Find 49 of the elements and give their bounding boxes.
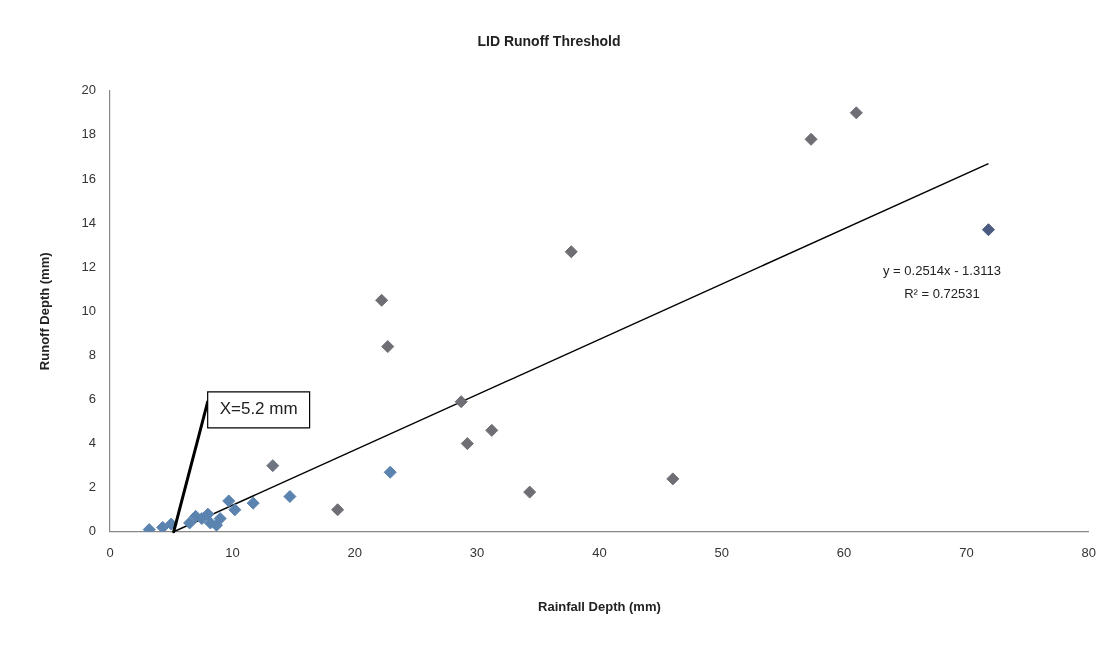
y-tick-label: 4 (88, 435, 97, 451)
y-tick-label: 18 (81, 126, 97, 142)
x-tick-label: 40 (592, 545, 607, 561)
point (485, 423, 499, 437)
point (381, 340, 395, 354)
point (201, 507, 215, 521)
point (164, 517, 178, 531)
point (564, 245, 578, 259)
point (331, 503, 345, 517)
point (666, 472, 680, 486)
point (981, 223, 995, 237)
point (383, 465, 397, 479)
x-axis-title: Rainfall Depth (mm) (538, 598, 661, 614)
y-tick-label: 10 (81, 302, 97, 318)
point (454, 395, 468, 409)
annotation: R² = 0.72531 (904, 286, 980, 302)
point (523, 485, 537, 499)
y-tick-label: 6 (88, 391, 97, 407)
point (849, 106, 863, 120)
annotation: y = 0.2514x - 1.3113 (882, 263, 1001, 279)
x-tick-label: 50 (714, 545, 729, 561)
chart-title: LID Runoff Threshold (477, 33, 621, 50)
x-tick-label: 10 (225, 545, 240, 561)
point (228, 503, 242, 517)
x-tick-label: 70 (959, 545, 974, 561)
y-tick-label: 20 (81, 82, 97, 98)
point (222, 494, 236, 508)
x-tick-label: 60 (836, 545, 852, 561)
annotation: X=5.2 mm (219, 399, 298, 419)
x-tick-label: 0 (106, 545, 114, 561)
point (246, 496, 260, 510)
point (460, 437, 474, 451)
point (283, 490, 297, 504)
x-tick-label: 20 (347, 545, 362, 561)
point (266, 459, 280, 473)
y-tick-label: 0 (88, 523, 97, 539)
x-tick-label: 30 (469, 545, 485, 561)
y-tick-label: 12 (81, 258, 97, 274)
x-tick-label: 80 (1081, 545, 1096, 561)
point (375, 293, 389, 307)
y-tick-label: 8 (88, 346, 97, 362)
point (804, 132, 818, 146)
point (183, 516, 197, 530)
y-axis-title: Runoff Depth (mm) (37, 252, 53, 371)
point (213, 512, 227, 526)
y-tick-label: 2 (88, 479, 97, 495)
y-tick-label: 16 (81, 170, 97, 186)
point (156, 520, 170, 532)
y-tick-label: 14 (81, 214, 97, 230)
